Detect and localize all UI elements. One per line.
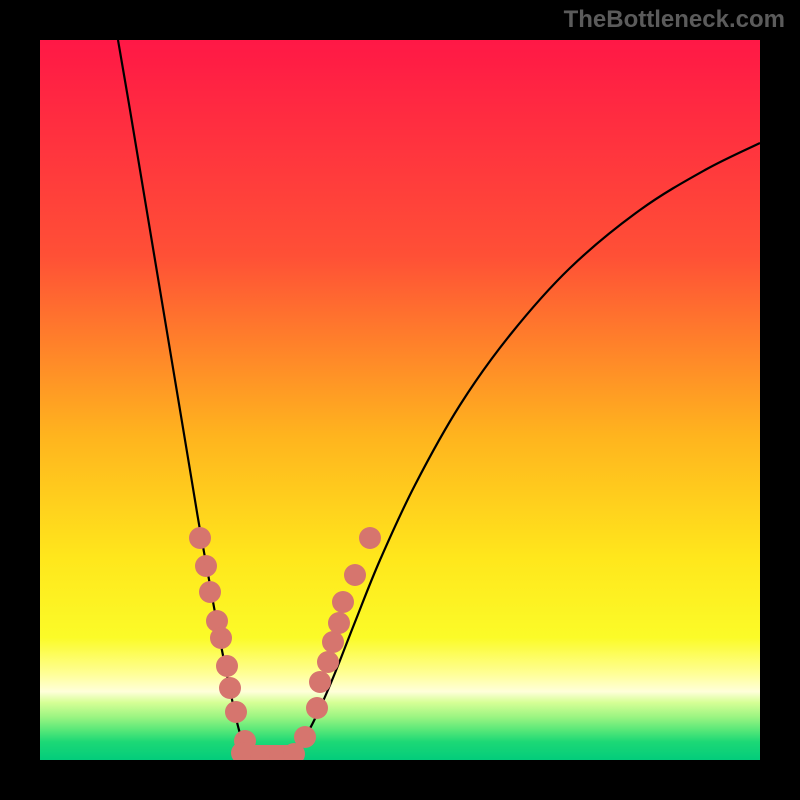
data-marker (322, 631, 344, 653)
data-marker (219, 677, 241, 699)
data-marker (317, 651, 339, 673)
data-marker (189, 527, 211, 549)
data-marker (210, 627, 232, 649)
data-marker (332, 591, 354, 613)
data-marker (309, 671, 331, 693)
data-marker (216, 655, 238, 677)
data-marker (306, 697, 328, 719)
bottleneck-chart (40, 40, 760, 760)
data-marker (195, 555, 217, 577)
watermark-text: TheBottleneck.com (564, 6, 785, 34)
data-marker (225, 701, 247, 723)
data-marker (344, 564, 366, 586)
chart-container (40, 40, 760, 760)
data-marker (294, 726, 316, 748)
data-marker (359, 527, 381, 549)
data-marker (328, 612, 350, 634)
data-marker (199, 581, 221, 603)
plot-background (40, 40, 760, 760)
